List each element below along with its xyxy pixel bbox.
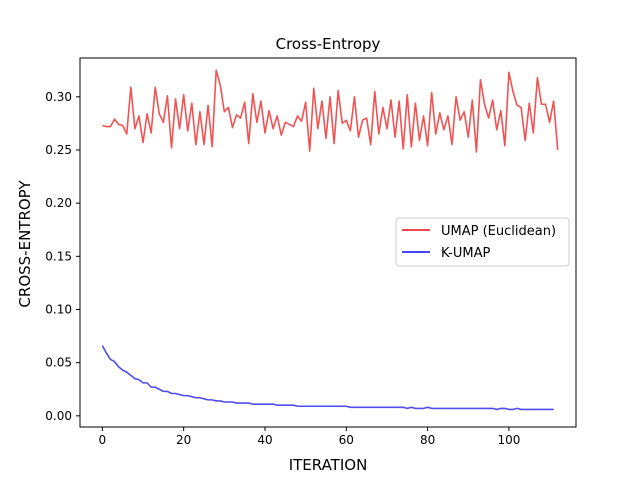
y-tick-label: 0.15 (45, 249, 72, 263)
y-tick-label: 0.25 (45, 143, 72, 157)
y-tick-label: 0.05 (45, 356, 72, 370)
x-tick-label: 0 (99, 433, 107, 447)
legend-label-kumap: K-UMAP (441, 246, 490, 261)
series-line-umap (102, 69, 559, 153)
y-ticks: 0.00 0.05 0.10 0.15 0.20 0.25 0.30 (45, 90, 80, 423)
x-tick-label: 100 (497, 433, 520, 447)
y-tick-label: 0.20 (45, 196, 72, 210)
x-tick-label: 40 (257, 433, 272, 447)
y-tick-label: 0.30 (45, 90, 72, 104)
legend: UMAP (Euclidean) K-UMAP (395, 217, 570, 267)
chart-title: Cross-Entropy (276, 35, 381, 53)
x-axis-label: ITERATION (289, 456, 368, 474)
x-ticks: 0 20 40 60 80 100 (99, 427, 520, 447)
x-tick-label: 20 (176, 433, 191, 447)
x-tick-label: 80 (420, 433, 435, 447)
y-tick-label: 0.10 (45, 302, 72, 316)
series-line-kumap (101, 345, 554, 411)
legend-box (395, 217, 570, 267)
y-axis-label: CROSS-ENTROPY (16, 180, 34, 308)
plot-lines (101, 69, 559, 411)
legend-label-umap: UMAP (Euclidean) (441, 224, 556, 239)
x-tick-label: 60 (339, 433, 354, 447)
plot-frame (79, 57, 577, 428)
y-tick-label: 0.00 (45, 409, 72, 423)
